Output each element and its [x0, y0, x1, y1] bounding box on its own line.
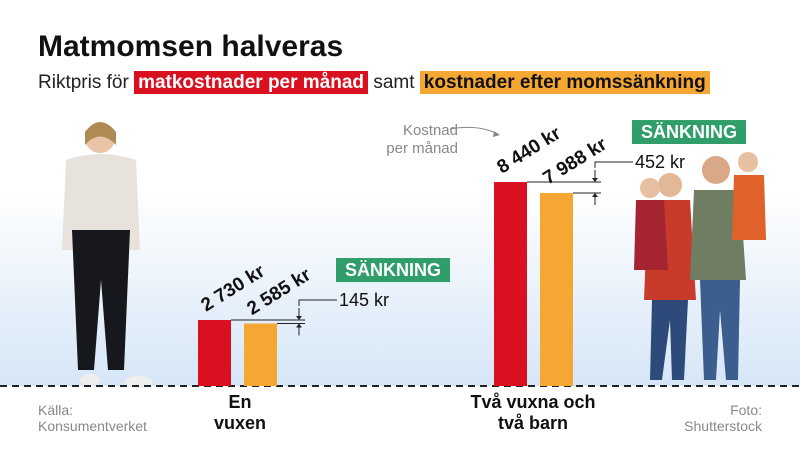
reduction-title: SÄNKNING — [641, 122, 737, 142]
arrowhead — [296, 316, 302, 328]
subtitle: Riktpris för matkostnader per månad samt… — [38, 71, 710, 94]
title: Matmomsen halveras — [38, 30, 344, 63]
bar — [244, 323, 277, 386]
person-woman — [62, 122, 152, 388]
arrowhead — [592, 178, 598, 197]
legend-entry: kostnader efter momssänkning — [419, 71, 710, 94]
reduction-badge — [632, 120, 746, 145]
reduction-badge — [336, 258, 450, 283]
category-label: En vuxen — [213, 392, 267, 433]
category-label: Två vuxna och två barn — [470, 392, 596, 433]
reduction-title: SÄNKNING — [345, 260, 441, 280]
source: Källa: Konsumentverket — [38, 402, 147, 434]
reduction-value: 452 kr — [635, 152, 685, 172]
bar — [494, 182, 527, 386]
subtitle-text: Riktpris för — [38, 72, 129, 93]
subtitle-text: samt — [373, 72, 415, 93]
reduction-value: 145 kr — [339, 290, 389, 310]
bar — [540, 192, 573, 386]
credit: Foto: Shutterstock — [684, 402, 762, 434]
person-family — [634, 152, 766, 380]
bar — [198, 320, 231, 386]
annotation: Kostnad per månad — [386, 122, 458, 157]
annotation-arrowhead — [493, 131, 500, 137]
legend-entry: matkostnader per månad — [134, 71, 369, 94]
